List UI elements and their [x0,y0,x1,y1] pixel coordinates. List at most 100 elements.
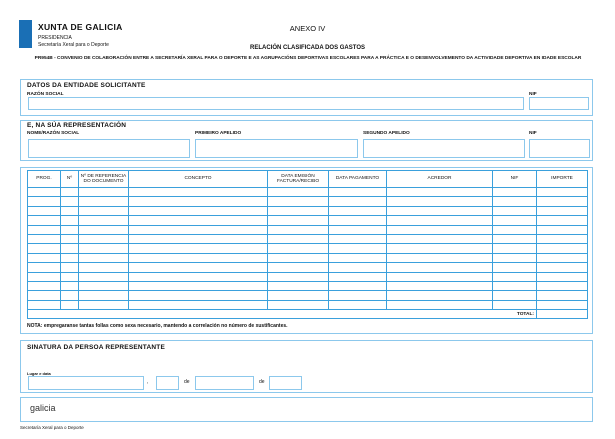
table-cell[interactable] [60,243,79,254]
table-cell[interactable] [492,233,537,245]
table-cell[interactable] [536,205,588,217]
table-cell[interactable] [267,262,329,273]
table-cell[interactable] [27,186,61,198]
table-cell[interactable] [386,280,493,292]
table-cell[interactable] [328,243,387,254]
table-cell[interactable] [492,290,537,301]
table-cell[interactable] [267,224,329,235]
table-cell[interactable] [328,262,387,273]
table-cell[interactable] [267,271,329,282]
table-cell[interactable] [267,186,329,198]
table-cell[interactable] [328,299,387,311]
table-cell[interactable] [60,205,79,217]
table-cell[interactable] [128,243,268,254]
table-cell[interactable] [328,224,387,235]
table-cell[interactable] [128,271,268,282]
table-cell[interactable] [492,262,537,273]
table-cell[interactable] [78,271,129,282]
table-cell[interactable] [492,280,537,292]
table-cell[interactable] [386,299,493,311]
table-cell[interactable] [78,215,129,226]
table-cell[interactable] [27,243,61,254]
table-cell[interactable] [60,299,79,311]
table-cell[interactable] [128,280,268,292]
table-cell[interactable] [328,252,387,264]
table-cell[interactable] [536,280,588,292]
table-cell[interactable] [267,252,329,264]
table-cell[interactable] [78,280,129,292]
table-cell[interactable] [328,205,387,217]
table-cell[interactable] [492,186,537,198]
table-cell[interactable] [328,271,387,282]
table-cell[interactable] [27,224,61,235]
table-cell[interactable] [386,215,493,226]
table-cell[interactable] [328,290,387,301]
razon-social-input[interactable] [28,97,524,110]
table-cell[interactable] [386,290,493,301]
table-cell[interactable] [492,215,537,226]
table-cell[interactable] [536,243,588,254]
table-cell[interactable] [128,299,268,311]
table-cell[interactable] [328,280,387,292]
table-cell[interactable] [267,196,329,207]
table-cell[interactable] [536,252,588,264]
table-cell[interactable] [60,233,79,245]
table-cell[interactable] [78,196,129,207]
table-cell[interactable] [60,186,79,198]
table-cell[interactable] [60,215,79,226]
table-cell[interactable] [536,215,588,226]
table-cell[interactable] [60,262,79,273]
table-cell[interactable] [267,233,329,245]
table-cell[interactable] [78,186,129,198]
table-cell[interactable] [267,290,329,301]
table-cell[interactable] [27,290,61,301]
table-cell[interactable] [128,290,268,301]
table-cell[interactable] [536,262,588,273]
table-cell[interactable] [78,224,129,235]
table-cell[interactable] [536,233,588,245]
table-cell[interactable] [128,215,268,226]
table-cell[interactable] [267,243,329,254]
table-cell[interactable] [386,243,493,254]
table-cell[interactable] [328,186,387,198]
table-cell[interactable] [27,252,61,264]
table-cell[interactable] [328,233,387,245]
table-cell[interactable] [27,215,61,226]
table-cell[interactable] [492,224,537,235]
day-input[interactable] [156,376,179,390]
table-cell[interactable] [328,215,387,226]
table-cell[interactable] [128,262,268,273]
table-cell[interactable] [267,215,329,226]
table-cell[interactable] [536,290,588,301]
table-cell[interactable] [78,233,129,245]
table-cell[interactable] [60,252,79,264]
table-cell[interactable] [386,252,493,264]
table-cell[interactable] [536,299,588,311]
table-cell[interactable] [536,224,588,235]
table-cell[interactable] [27,299,61,311]
table-cell[interactable] [78,262,129,273]
table-cell[interactable] [60,196,79,207]
table-cell[interactable] [386,271,493,282]
table-cell[interactable] [536,186,588,198]
table-cell[interactable] [492,271,537,282]
total-amount-cell[interactable] [536,309,588,320]
table-cell[interactable] [386,262,493,273]
table-cell[interactable] [78,205,129,217]
table-cell[interactable] [128,224,268,235]
table-cell[interactable] [128,233,268,245]
rep-nif-input[interactable] [529,139,590,158]
table-cell[interactable] [60,224,79,235]
table-cell[interactable] [386,205,493,217]
table-cell[interactable] [27,233,61,245]
table-cell[interactable] [128,196,268,207]
table-cell[interactable] [267,280,329,292]
table-cell[interactable] [27,271,61,282]
table-cell[interactable] [128,252,268,264]
table-cell[interactable] [78,290,129,301]
entity-nif-input[interactable] [529,97,589,110]
table-cell[interactable] [27,280,61,292]
table-cell[interactable] [386,233,493,245]
place-input[interactable] [28,376,144,390]
table-cell[interactable] [386,186,493,198]
